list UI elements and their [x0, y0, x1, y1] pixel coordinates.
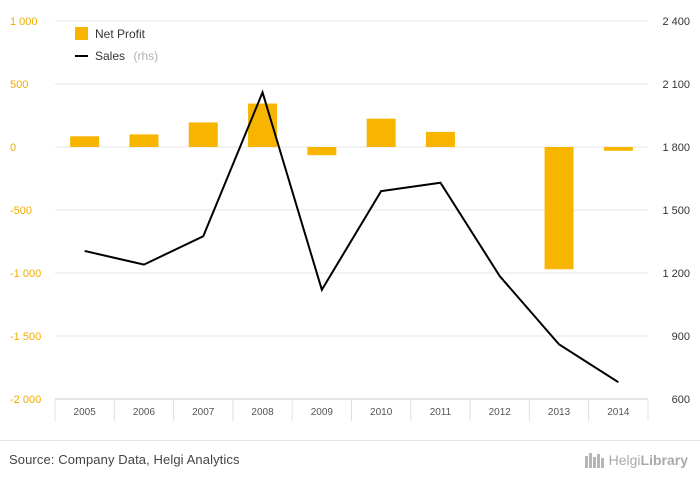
right-tick-label: 1 800	[662, 142, 690, 154]
brand-prefix: Helgi	[608, 452, 641, 468]
right-tick-label: 2 100	[662, 79, 690, 91]
net-profit-sales-chart: 2005 2006 2007 2008 2009 2010 2011 2012 2013 2014…	[10, 16, 690, 421]
bar-net-profit-2013	[544, 147, 574, 270]
legend-sales-suffix: (rhs)	[133, 49, 158, 63]
net-profit-bars	[70, 103, 633, 270]
right-tick-label: 1 200	[662, 268, 690, 280]
x-tick-label-2013: 2013	[548, 407, 571, 418]
bar-net-profit-2005	[70, 136, 100, 147]
x-tick-label-2011: 2011	[430, 407, 452, 418]
sales-line	[84, 89, 619, 384]
right-tick-label: 600	[672, 394, 690, 406]
legend-sales-label: Sales (rhs)	[95, 47, 158, 64]
legend-net-profit-swatch	[75, 27, 88, 40]
x-axis: 2005 2006 2007 2008 2009 2010 2011 2012 2013 2014	[54, 398, 649, 421]
right-tick-label: 1 500	[662, 205, 690, 217]
right-tick-label: 900	[672, 331, 690, 343]
bar-net-profit-2009	[307, 147, 337, 156]
bar-net-profit-2006	[129, 134, 159, 147]
legend-net-profit-label: Net Profit	[95, 27, 146, 41]
x-tick-label-2009: 2009	[311, 407, 334, 418]
legend-sales-name: Sales	[95, 49, 125, 63]
brand-logo: Helgi Library	[584, 451, 688, 469]
bar-net-profit-2007	[188, 122, 218, 147]
left-tick-label: -500	[10, 205, 32, 217]
left-tick-label: 1 000	[10, 16, 38, 28]
source-note: Source: Company Data, Helgi Analytics	[9, 452, 240, 467]
x-tick-label-2010: 2010	[370, 407, 393, 418]
bar-net-profit-2011	[425, 131, 455, 147]
left-tick-label: -1 000	[10, 268, 41, 280]
footer: Source: Company Data, Helgi Analytics He…	[0, 440, 700, 483]
right-axis-labels: 2 400 2 100 1 800 1 500 1 200 900 600	[662, 16, 690, 406]
x-tick-label-2006: 2006	[133, 407, 156, 418]
legend: Net Profit Sales (rhs)	[75, 27, 158, 64]
x-tick-label-2007: 2007	[192, 407, 215, 418]
right-tick-label: 2 400	[662, 16, 690, 28]
bar-net-profit-2010	[366, 118, 396, 147]
brand-name: Library	[640, 452, 688, 468]
left-tick-label: -2 000	[10, 394, 41, 406]
left-tick-label: 0	[10, 142, 16, 154]
left-tick-label: -1 500	[10, 331, 41, 343]
x-tick-label-2008: 2008	[251, 407, 274, 418]
sales-line-path	[84, 89, 619, 384]
left-tick-label: 500	[10, 79, 28, 91]
x-tick-label-2005: 2005	[74, 407, 97, 418]
x-tick-label-2014: 2014	[607, 407, 630, 418]
library-icon	[584, 453, 604, 468]
bar-net-profit-2014	[603, 147, 633, 151]
left-axis-labels: 1 000 500 0 -500 -1 000 -1 500 -2 000	[10, 16, 41, 406]
x-tick-label-2012: 2012	[489, 407, 512, 418]
